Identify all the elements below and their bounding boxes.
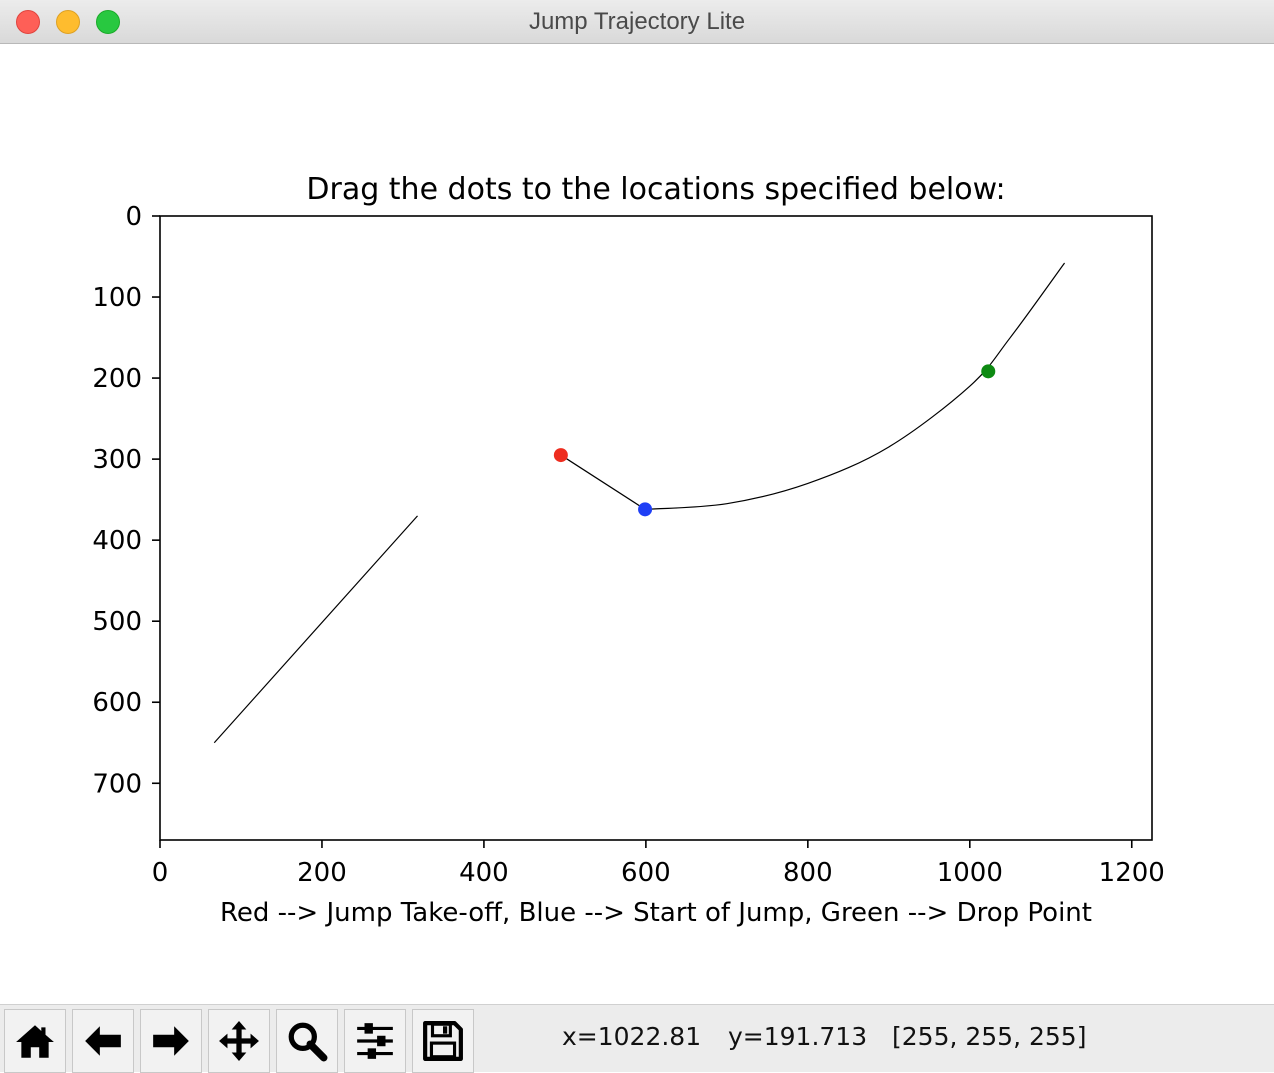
zoom-button[interactable]: [276, 1009, 338, 1073]
home-icon: [16, 1025, 54, 1058]
chart-title: Drag the dots to the locations specified…: [306, 172, 1005, 207]
x-tick-label: 0: [152, 858, 169, 888]
y-tick-label: 700: [92, 769, 142, 799]
plot-canvas[interactable]: Drag the dots to the locations specified…: [0, 44, 1274, 1004]
y-tick-label: 300: [92, 445, 142, 475]
takeoff-point[interactable]: [553, 448, 568, 463]
maximize-window-button[interactable]: [96, 10, 120, 34]
zoom-icon: [288, 1022, 328, 1062]
configure-subplots-button[interactable]: [344, 1009, 406, 1073]
x-tick-label: 1200: [1099, 858, 1165, 888]
save-button[interactable]: [412, 1009, 474, 1073]
y-tick-label: 500: [92, 607, 142, 637]
forward-arrow-icon: [153, 1026, 189, 1056]
x-tick-label: 1000: [937, 858, 1003, 888]
x-tick-label: 200: [297, 858, 347, 888]
pan-button[interactable]: [208, 1009, 270, 1073]
navigation-toolbar: [0, 1004, 1274, 1073]
y-tick-label: 100: [92, 283, 142, 313]
series-line-1: [560, 454, 646, 510]
series-line-0: [213, 515, 418, 744]
configure-subplots-icon: [357, 1023, 393, 1059]
y-tick-label: 200: [92, 364, 142, 394]
minimize-window-button[interactable]: [56, 10, 80, 34]
back-arrow-icon: [85, 1026, 121, 1056]
back-button[interactable]: [72, 1009, 134, 1073]
title-bar: Jump Trajectory Lite: [0, 0, 1274, 44]
jump-start-point[interactable]: [638, 502, 653, 517]
x-tick-label: 600: [621, 858, 671, 888]
cursor-x-readout: x=1022.81: [562, 1022, 702, 1051]
home-button[interactable]: [4, 1009, 66, 1073]
pan-icon: [219, 1021, 259, 1061]
pixel-value-readout: [255, 255, 255]: [892, 1022, 1087, 1051]
cursor-y-readout: y=191.713: [728, 1022, 868, 1051]
drop-point[interactable]: [981, 364, 996, 379]
axes-frame: [159, 215, 1153, 841]
y-tick-label: 400: [92, 526, 142, 556]
series-line-2: [645, 262, 1066, 510]
x-axis-label: Red --> Jump Take-off, Blue --> Start of…: [220, 898, 1092, 928]
window-title: Jump Trajectory Lite: [528, 8, 746, 35]
close-window-button[interactable]: [16, 10, 40, 34]
forward-button[interactable]: [140, 1009, 202, 1073]
y-tick-label: 0: [125, 202, 142, 232]
save-icon: [423, 1021, 463, 1061]
y-tick-label: 600: [92, 688, 142, 718]
x-tick-label: 800: [783, 858, 833, 888]
x-tick-label: 400: [459, 858, 509, 888]
